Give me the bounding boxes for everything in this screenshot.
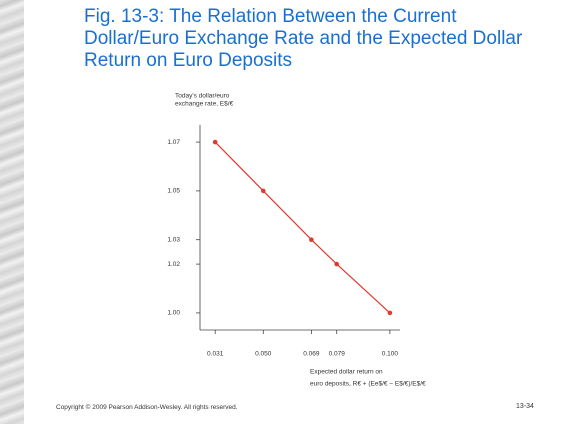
x-axis-label: euro deposits, R€ + (Ee$/€ − E$/€)/E$/€ bbox=[310, 381, 426, 388]
marble-strip bbox=[0, 0, 24, 424]
x-tick-label: 0.050 bbox=[255, 351, 272, 358]
y-tick-label: 1.00 bbox=[167, 310, 180, 317]
series-line bbox=[214, 141, 391, 314]
data-point bbox=[387, 310, 393, 316]
copyright: Copyright © 2009 Pearson Addison-Wesley.… bbox=[56, 404, 238, 411]
y-tick-label: 1.03 bbox=[167, 236, 180, 243]
data-point bbox=[309, 237, 314, 243]
page-number: 13-34 bbox=[516, 403, 534, 410]
y-axis-label: exchange rate, E$/€ bbox=[175, 101, 234, 108]
x-tick-label: 0.031 bbox=[207, 351, 224, 358]
slide-title: Fig. 13-3: The Relation Between the Curr… bbox=[84, 6, 523, 71]
y-tick-label: 1.07 bbox=[167, 139, 180, 146]
x-tick-label: 0.069 bbox=[303, 351, 320, 358]
y-tick-label: 1.02 bbox=[167, 261, 180, 268]
x-tick-label: 0.079 bbox=[329, 351, 346, 358]
x-tick-label: 0.100 bbox=[382, 351, 399, 358]
x-axis-label: Expected dollar return on bbox=[310, 369, 383, 376]
y-tick-label: 1.05 bbox=[167, 188, 180, 195]
data-point bbox=[334, 261, 340, 267]
y-axis-label: Today's dollar/euro bbox=[175, 93, 230, 100]
data-point bbox=[260, 188, 266, 194]
data-point bbox=[212, 139, 218, 145]
